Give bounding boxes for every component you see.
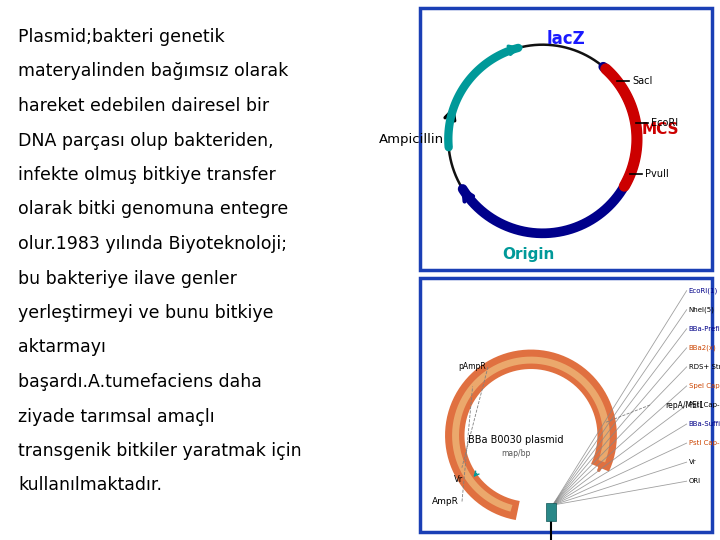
Text: kullanılmaktadır.: kullanılmaktadır. [18, 476, 162, 495]
Text: DNA parçası olup bakteriden,: DNA parçası olup bakteriden, [18, 132, 274, 150]
Text: AmpR: AmpR [432, 497, 459, 506]
Text: Vr: Vr [454, 475, 464, 484]
Bar [420, 278, 712, 532]
Text: transgenik bitkiler yaratmak için: transgenik bitkiler yaratmak için [18, 442, 302, 460]
Text: PstI Cap-II: PstI Cap-II [688, 440, 720, 446]
Text: SacI: SacI [632, 76, 652, 86]
Text: Ampicillin: Ampicillin [379, 132, 444, 145]
Text: map/bp: map/bp [501, 449, 531, 458]
Text: BBa B0030 plasmid: BBa B0030 plasmid [468, 435, 564, 445]
Text: repA/MEl1: repA/MEl1 [665, 401, 704, 409]
Text: pAmpR: pAmpR [458, 362, 486, 372]
Text: PvuII: PvuII [645, 170, 669, 179]
Text: EcoRI: EcoRI [651, 118, 678, 127]
Text: ziyade tarımsal amaçlı: ziyade tarımsal amaçlı [18, 408, 215, 426]
Text: BBa-Suffix: BBa-Suffix [688, 421, 720, 427]
Text: materyalinden bağımsız olarak: materyalinden bağımsız olarak [18, 63, 288, 80]
Text: RDS+ Strong: RDS+ Strong [688, 364, 720, 370]
Text: yerleştirmeyi ve bunu bitkiye: yerleştirmeyi ve bunu bitkiye [18, 304, 274, 322]
Text: lacZ: lacZ [547, 30, 585, 49]
Text: PstI Cap-I: PstI Cap-I [688, 402, 720, 408]
Text: olur.1983 yılında Biyoteknoloji;: olur.1983 yılında Biyoteknoloji; [18, 235, 287, 253]
Text: olarak bitki genomuna entegre: olarak bitki genomuna entegre [18, 200, 288, 219]
Text: SpeI Cap-I: SpeI Cap-I [688, 383, 720, 389]
Text: EcoRI(1): EcoRI(1) [688, 287, 718, 294]
Bar [420, 8, 712, 270]
Text: bu bakteriye ilave genler: bu bakteriye ilave genler [18, 269, 237, 287]
Text: infekte olmuş bitkiye transfer: infekte olmuş bitkiye transfer [18, 166, 276, 184]
Text: NheI(5): NheI(5) [688, 307, 714, 313]
Bar [546, 503, 556, 521]
Text: aktarmayı: aktarmayı [18, 339, 106, 356]
Text: Vr: Vr [688, 459, 696, 465]
Text: Plasmid;bakteri genetik: Plasmid;bakteri genetik [18, 28, 225, 46]
Text: başardı.A.tumefaciens daha: başardı.A.tumefaciens daha [18, 373, 262, 391]
Text: BBa-Prefix: BBa-Prefix [688, 326, 720, 332]
Text: Origin: Origin [503, 247, 554, 261]
Text: ORI: ORI [688, 478, 701, 484]
Text: MCS: MCS [642, 122, 679, 137]
Text: hareket edebilen dairesel bir: hareket edebilen dairesel bir [18, 97, 269, 115]
Text: BBa2(x): BBa2(x) [688, 345, 716, 351]
